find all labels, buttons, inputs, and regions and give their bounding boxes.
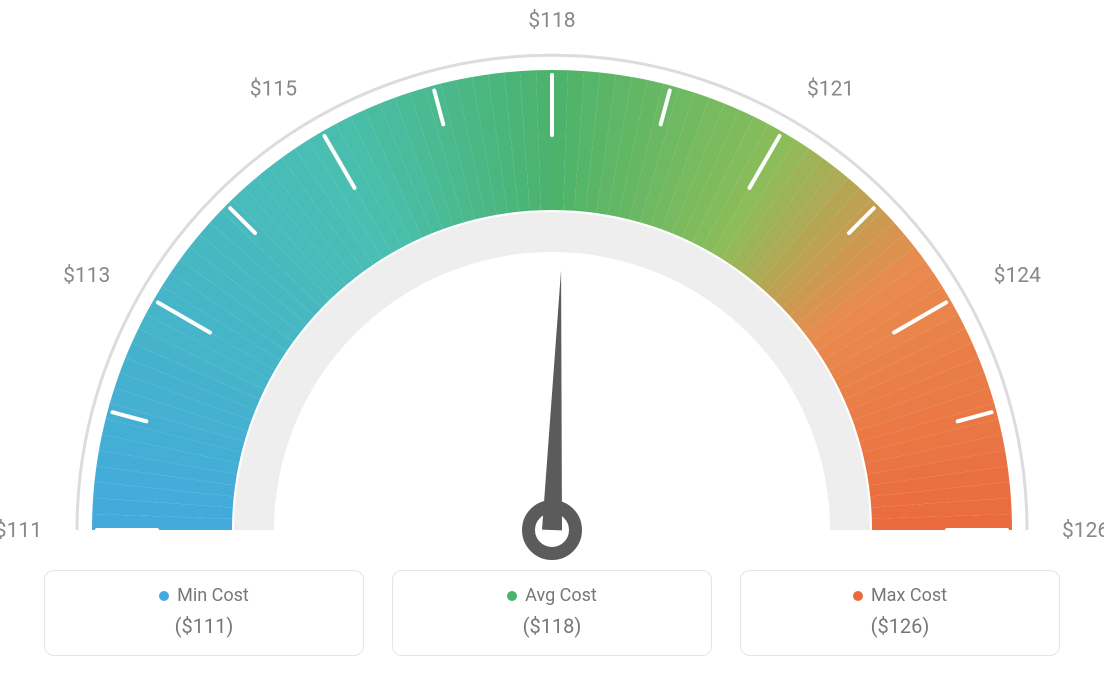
min-dot-icon <box>159 591 169 601</box>
avg-label: Avg Cost <box>525 585 597 606</box>
svg-text:$113: $113 <box>63 264 110 288</box>
avg-dot-icon <box>507 591 517 601</box>
svg-text:$111: $111 <box>0 519 42 543</box>
min-value: ($111) <box>55 614 353 638</box>
min-label: Min Cost <box>177 585 249 606</box>
svg-text:$115: $115 <box>250 77 297 101</box>
max-cost-card: Max Cost ($126) <box>740 570 1060 656</box>
svg-text:$121: $121 <box>807 77 854 101</box>
max-label: Max Cost <box>871 585 947 606</box>
svg-text:$124: $124 <box>994 264 1041 288</box>
max-dot-icon <box>853 591 863 601</box>
svg-text:$126: $126 <box>1062 519 1104 543</box>
gauge-chart: $111 $113 $115 $118 $121 $124 $126 <box>0 0 1104 560</box>
avg-value: ($118) <box>403 614 701 638</box>
max-value: ($126) <box>751 614 1049 638</box>
cost-cards: Min Cost ($111) Avg Cost ($118) Max Cost… <box>0 570 1104 656</box>
min-cost-card: Min Cost ($111) <box>44 570 364 656</box>
svg-text:$118: $118 <box>528 9 575 33</box>
avg-cost-card: Avg Cost ($118) <box>392 570 712 656</box>
